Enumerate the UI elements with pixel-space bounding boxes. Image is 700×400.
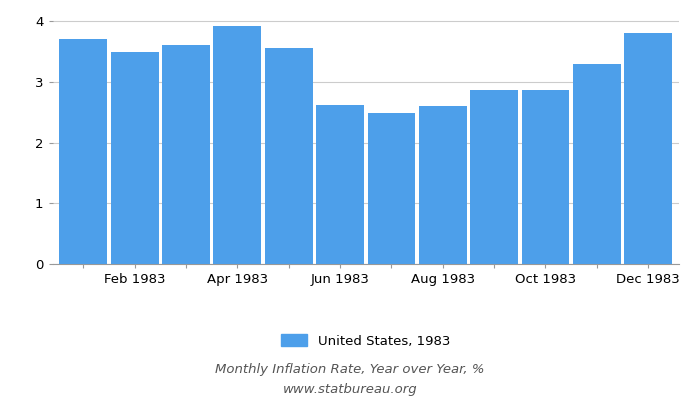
Bar bbox=[162, 45, 210, 264]
Text: Monthly Inflation Rate, Year over Year, %: Monthly Inflation Rate, Year over Year, … bbox=[216, 364, 484, 376]
Legend: United States, 1983: United States, 1983 bbox=[276, 329, 456, 353]
Bar bbox=[419, 106, 467, 264]
Bar bbox=[111, 52, 158, 264]
Bar bbox=[214, 26, 261, 264]
Bar bbox=[368, 114, 415, 264]
Text: www.statbureau.org: www.statbureau.org bbox=[283, 384, 417, 396]
Bar bbox=[573, 64, 621, 264]
Bar bbox=[60, 39, 107, 264]
Bar bbox=[265, 48, 313, 264]
Bar bbox=[316, 105, 364, 264]
Bar bbox=[522, 90, 569, 264]
Bar bbox=[470, 90, 518, 264]
Bar bbox=[624, 33, 672, 264]
